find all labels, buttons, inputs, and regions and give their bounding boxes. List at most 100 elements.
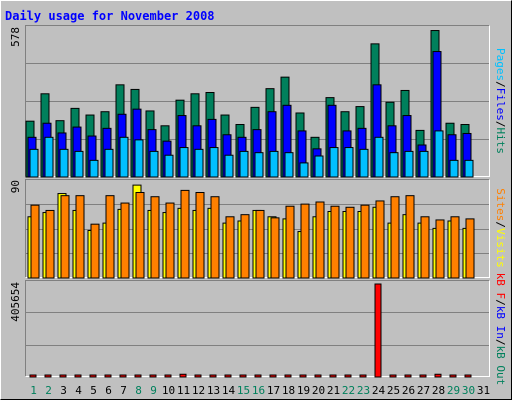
sites-bar xyxy=(105,195,115,279)
sites-bar xyxy=(90,223,100,279)
day-label: 2 xyxy=(45,384,52,397)
pages-bar xyxy=(74,150,84,178)
kb-in-bar xyxy=(134,374,142,378)
pages-bar xyxy=(29,148,39,178)
day-label: 25 xyxy=(387,384,400,397)
legend-part: Sites xyxy=(494,188,507,221)
pages-bar xyxy=(194,148,204,178)
plot-border-dark xyxy=(25,280,490,377)
sites-bar xyxy=(405,195,415,279)
kb-in-bar xyxy=(329,374,337,378)
legend-part: / xyxy=(494,299,507,306)
day-label: 13 xyxy=(207,384,220,397)
pages-bar xyxy=(209,147,219,178)
pages-bar xyxy=(134,139,144,178)
pages-bar xyxy=(329,147,339,178)
panel-kb-in xyxy=(25,280,490,378)
sites-bar xyxy=(225,216,235,279)
pages-bar xyxy=(314,155,324,178)
sites-bar xyxy=(240,214,250,279)
sites-bar xyxy=(255,209,265,279)
legend-part: Files xyxy=(494,88,507,121)
pages-bar xyxy=(149,150,159,178)
pages-bar xyxy=(164,154,174,178)
legend-part: Hits xyxy=(494,128,507,155)
kb-in-bar xyxy=(314,374,322,378)
pages-bar xyxy=(89,159,99,178)
sites-bar xyxy=(330,205,340,279)
day-label: 18 xyxy=(282,384,295,397)
panel-hits-files-pages xyxy=(25,25,490,178)
chart-title: Daily usage for November 2008 xyxy=(5,9,215,23)
legend-pages-files-hits: Pages/Files/Hits xyxy=(494,48,507,154)
kb-in-bar xyxy=(149,374,157,378)
day-label: 20 xyxy=(312,384,325,397)
day-label: 10 xyxy=(162,384,175,397)
sites-bar xyxy=(390,196,400,279)
pages-bar xyxy=(449,159,459,178)
sites-bar xyxy=(180,189,190,279)
kb-in-bar xyxy=(239,374,247,378)
legend-part: Pages xyxy=(494,48,507,81)
pages-bar xyxy=(179,147,189,178)
legend-part: / xyxy=(494,221,507,228)
sites-bar xyxy=(375,200,385,279)
pages-bar xyxy=(104,148,114,178)
legend-part: Visits xyxy=(494,228,507,268)
legend-text: Sites/Visits xyxy=(494,188,507,268)
day-label: 11 xyxy=(177,384,190,397)
legend-part: / xyxy=(494,121,507,128)
pages-bar xyxy=(344,147,354,178)
day-label: 8 xyxy=(135,384,142,397)
day-label: 1 xyxy=(30,384,37,397)
kb-in-bar xyxy=(269,374,277,378)
kb-in-bar xyxy=(29,374,37,378)
pages-bar xyxy=(59,148,69,178)
kb-in-bar xyxy=(389,374,397,378)
kb-in-bar xyxy=(254,374,262,378)
day-label: 19 xyxy=(297,384,310,397)
day-label: 24 xyxy=(372,384,386,397)
kb-in-bar xyxy=(209,374,217,378)
day-label: 5 xyxy=(90,384,97,397)
legend-sites-visits: Sites/Visits xyxy=(494,188,507,268)
sites-bar xyxy=(450,216,460,279)
sites-bar xyxy=(285,205,295,279)
pages-bar xyxy=(359,148,369,178)
sites-bar xyxy=(60,195,70,279)
pages-bar xyxy=(374,136,384,178)
legend-part: / xyxy=(494,339,507,346)
pages-bar xyxy=(299,162,309,178)
day-label: 31 xyxy=(477,384,490,397)
pages-bar xyxy=(419,150,429,178)
day-label: 26 xyxy=(402,384,415,397)
kb-in-bar xyxy=(104,374,112,378)
kb-in-bar xyxy=(224,374,232,378)
pages-bar xyxy=(389,152,399,178)
day-label: 21 xyxy=(327,384,340,397)
pages-bar xyxy=(119,136,129,178)
sites-bar xyxy=(210,196,220,279)
sites-bar xyxy=(465,218,475,279)
sites-bar xyxy=(135,192,145,279)
sites-bar xyxy=(345,206,355,279)
day-label: 17 xyxy=(267,384,280,397)
legend-part: / xyxy=(494,81,507,88)
kb-in-bar xyxy=(164,374,172,378)
kb-in-bar xyxy=(299,374,307,378)
kb-in-bar xyxy=(449,374,457,378)
kb-in-bar xyxy=(359,374,367,378)
day-label: 30 xyxy=(462,384,475,397)
mid-ymax-label: 90 xyxy=(9,180,22,193)
pages-bar xyxy=(254,152,264,178)
day-label: 9 xyxy=(150,384,157,397)
sites-bar xyxy=(150,196,160,279)
legend-part: kB F xyxy=(494,273,507,300)
kb-in-bar xyxy=(404,374,412,378)
kb-in-bar xyxy=(434,373,442,378)
day-label: 14 xyxy=(222,384,236,397)
sites-bar xyxy=(360,204,370,279)
legend-kbf-kbin-kbout: kB F/kB In/kB Out xyxy=(494,273,507,386)
day-label: 6 xyxy=(105,384,112,397)
